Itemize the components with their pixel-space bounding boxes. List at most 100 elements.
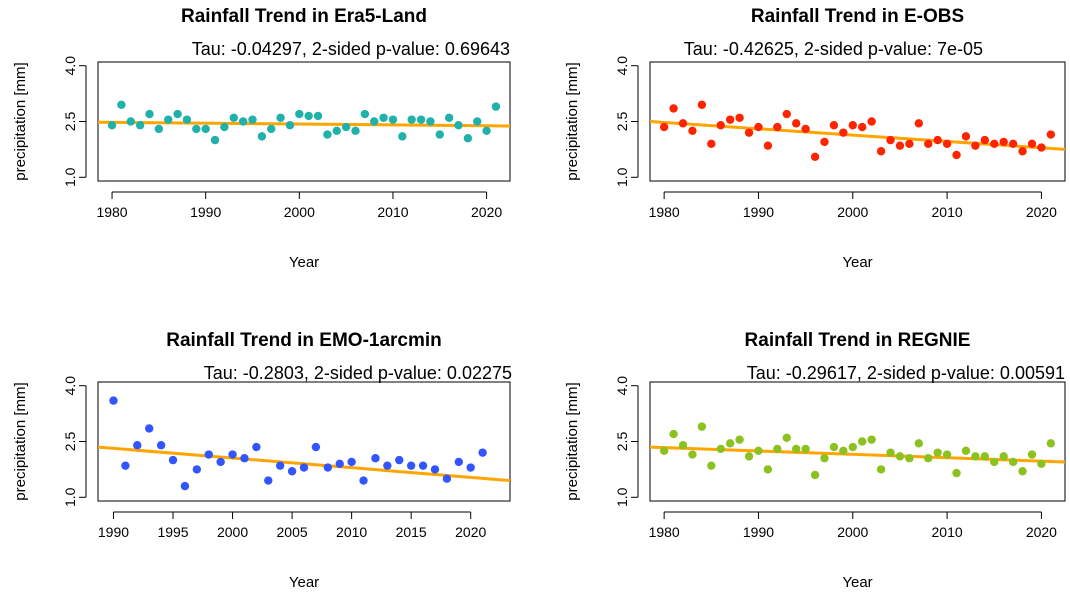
data-point <box>359 476 368 485</box>
data-point <box>173 109 182 119</box>
data-point <box>763 141 773 150</box>
data-point <box>952 468 961 478</box>
x-tick-label: 2020 <box>1026 524 1057 540</box>
data-point <box>463 134 473 143</box>
x-tick-label: 2010 <box>336 524 367 540</box>
data-point <box>360 109 370 119</box>
data-point <box>133 441 142 450</box>
data-point <box>820 454 829 463</box>
data-point <box>299 463 309 472</box>
data-point <box>697 422 707 431</box>
data-point <box>201 124 210 134</box>
data-point <box>669 429 678 439</box>
data-point <box>961 446 971 455</box>
y-axis-label: precipitation [mm] <box>12 382 29 500</box>
chart-panel-4: Rainfall Trend in REGNIE Tau: -0.29617, 2… <box>564 330 1066 591</box>
x-tick-label: 2010 <box>932 524 963 540</box>
chart-subtitle: Tau: -0.2803, 2-sided p-value: 0.02275 <box>204 363 512 383</box>
data-point <box>801 124 810 134</box>
data-point <box>491 102 501 111</box>
data-point <box>782 109 791 119</box>
data-point <box>267 124 276 134</box>
data-point <box>426 117 435 126</box>
data-point <box>895 452 905 461</box>
data-point <box>323 130 332 139</box>
chart-title: Rainfall Trend in Era5-Land <box>181 6 427 27</box>
data-point <box>442 474 452 483</box>
x-tick-label: 2010 <box>377 204 408 220</box>
data-point <box>285 121 295 130</box>
x-tick-label: 2000 <box>217 524 248 540</box>
x-axis-label: Year <box>842 254 872 271</box>
data-point <box>1037 143 1046 152</box>
y-tick-label: 4.0 <box>62 376 78 396</box>
plot-area <box>650 100 1065 162</box>
data-point <box>858 437 867 446</box>
data-point <box>980 135 990 145</box>
data-point <box>735 435 744 444</box>
x-axis-label: Year <box>842 574 872 591</box>
x-tick-label: 2010 <box>932 204 963 220</box>
data-point <box>886 448 895 457</box>
y-tick-label: 1.0 <box>62 167 78 187</box>
data-point <box>1008 457 1018 467</box>
data-point <box>905 139 914 149</box>
data-point <box>1037 459 1046 469</box>
data-point <box>107 121 117 130</box>
chart-title: Rainfall Trend in E-OBS <box>751 6 964 27</box>
data-point <box>252 442 261 452</box>
data-point <box>914 439 924 448</box>
data-point <box>435 130 444 139</box>
x-tick-label: 1980 <box>649 204 680 220</box>
data-point <box>135 121 145 130</box>
data-point <box>323 463 333 472</box>
y-axis-label: precipitation [mm] <box>564 62 581 180</box>
data-point <box>164 115 173 124</box>
data-point <box>406 461 416 470</box>
data-point <box>990 457 999 467</box>
data-point <box>980 452 990 461</box>
data-point <box>876 465 886 474</box>
data-point <box>210 135 220 145</box>
data-point <box>782 433 791 442</box>
data-point <box>454 457 463 467</box>
data-point <box>204 450 213 459</box>
data-point <box>820 137 829 147</box>
data-point <box>867 435 876 444</box>
data-point <box>791 119 801 128</box>
data-point <box>952 150 961 160</box>
plot-area <box>98 100 510 145</box>
data-point <box>933 448 942 457</box>
data-point <box>725 115 735 124</box>
data-point <box>304 111 313 121</box>
data-point <box>707 139 716 149</box>
data-point <box>942 139 952 149</box>
data-point <box>999 137 1008 147</box>
data-point <box>669 104 678 113</box>
data-point <box>725 439 735 448</box>
data-point <box>905 454 914 463</box>
data-point <box>1027 139 1037 149</box>
data-point <box>886 135 895 145</box>
data-point <box>275 461 285 470</box>
y-tick-label: 1.0 <box>614 167 630 187</box>
data-point <box>192 124 201 134</box>
data-point <box>444 113 454 122</box>
chart-title: Rainfall Trend in EMO-1arcmin <box>166 330 442 351</box>
plot-frame <box>97 61 511 182</box>
chart-subtitle: Tau: -0.29617, 2-sided p-value: 0.00591 <box>747 363 1065 383</box>
x-tick-label: 2020 <box>471 204 502 220</box>
data-point <box>1018 467 1027 476</box>
data-point <box>678 119 688 128</box>
data-point <box>238 117 248 126</box>
data-point <box>659 122 669 132</box>
y-axis-label: precipitation [mm] <box>12 62 29 180</box>
chart-subtitle: Tau: -0.04297, 2-sided p-value: 0.69643 <box>192 39 510 59</box>
data-point <box>145 424 154 433</box>
data-point <box>688 126 697 135</box>
data-point <box>971 452 980 461</box>
y-tick-label: 1.0 <box>614 487 630 507</box>
data-point <box>1027 450 1037 459</box>
data-point <box>744 452 754 461</box>
data-point <box>335 459 344 469</box>
